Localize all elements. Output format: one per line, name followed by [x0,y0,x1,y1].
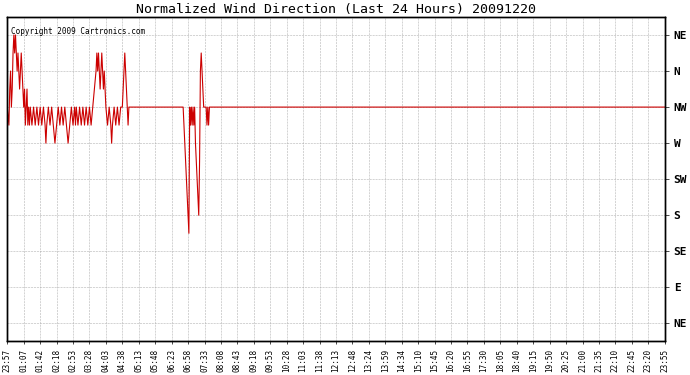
Text: Copyright 2009 Cartronics.com: Copyright 2009 Cartronics.com [10,27,145,36]
Title: Normalized Wind Direction (Last 24 Hours) 20091220: Normalized Wind Direction (Last 24 Hours… [136,3,536,16]
